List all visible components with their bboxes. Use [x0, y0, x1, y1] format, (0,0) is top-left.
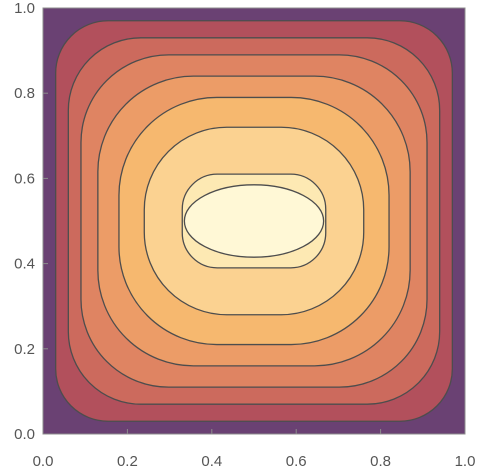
x-axis: 0.0 0.2 0.4 0.6 0.8 1.0	[33, 429, 476, 470]
y-tick-label: 0.0	[14, 426, 35, 443]
plot-frame	[42, 7, 466, 435]
y-tick-label: 0.4	[14, 256, 35, 273]
y-tick-label: 0.6	[14, 170, 35, 187]
y-tick-label: 1.0	[14, 0, 35, 17]
contour-level-8	[183, 184, 325, 258]
y-axis: 0.0 0.2 0.4 0.6 0.8 1.0	[14, 0, 48, 443]
y-tick-label: 0.2	[14, 341, 35, 358]
plot-area	[43, 8, 465, 434]
x-tick-label: 0.4	[201, 453, 222, 470]
x-tick-label: 0.8	[370, 453, 391, 470]
y-tick-label: 0.8	[14, 85, 35, 102]
x-tick-label: 1.0	[455, 453, 476, 470]
x-tick-label: 0.6	[286, 453, 307, 470]
x-tick-label: 0.2	[117, 453, 138, 470]
x-tick-label: 0.0	[33, 453, 54, 470]
